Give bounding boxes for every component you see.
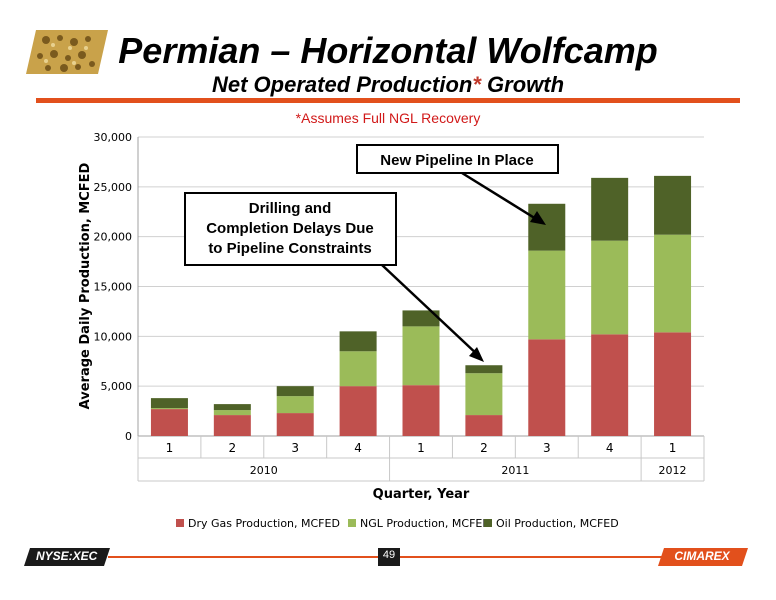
x-tick-label: 2 [480,441,488,455]
legend-swatch [176,519,184,527]
x-tick-label: 1 [417,441,425,455]
y-tick-label: 0 [125,430,132,443]
bar-segment-dry-gas [276,413,314,436]
bar-segment-oil [465,365,503,374]
y-tick-label: 5,000 [101,380,133,393]
annotation-text-delays: to Pipeline Constraints [208,240,371,257]
footer-bar [24,548,748,566]
annotation-arrowhead-pipeline [530,211,546,225]
company-logo-image [26,30,108,74]
y-tick-label: 15,000 [94,281,133,294]
bar-segment-oil [213,404,251,411]
slide-subtitle: Net Operated Production* Growth [0,72,776,98]
bar-segment-dry-gas [213,415,251,436]
x-tick-label: 4 [606,441,614,455]
y-tick-label: 30,000 [94,131,133,144]
year-label: 2012 [659,464,687,477]
legend-label: Dry Gas Production, MCFED [188,517,340,530]
title-divider [36,98,740,103]
bar-segment-oil [528,203,566,251]
bar-segment-dry-gas [465,415,503,436]
bar-segment-oil [339,331,377,352]
subtitle-text: Net Operated Production [211,72,473,97]
bar-segment-ngl [591,240,629,335]
bar-segment-dry-gas [402,385,440,436]
x-tick-label: 3 [543,441,551,455]
legend-label: Oil Production, MCFED [496,517,619,530]
annotation-text-delays: Completion Delays Due [206,220,374,237]
annotation-text-pipeline: New Pipeline In Place [380,152,533,169]
bar-segment-ngl [213,410,251,416]
x-tick-label: 3 [291,441,299,455]
bar-segment-ngl [402,326,440,386]
x-tick-label: 1 [166,441,174,455]
x-tick-label: 2 [229,441,237,455]
footer-brand-logo: CIMAREX [674,549,730,563]
footnote-text: *Assumes Full NGL Recovery [295,110,481,126]
bar-segment-ngl [339,351,377,387]
legend-swatch [348,519,356,527]
x-axis-title: Quarter, Year [373,487,470,502]
bar-segment-ngl [150,408,188,410]
x-tick-label: 1 [669,441,677,455]
slide-title: Permian – Horizontal Wolfcamp [118,30,658,71]
annotation-box-pipeline [356,144,559,174]
x-tick-label: 4 [354,441,362,455]
page-number: 49 [382,549,396,561]
bar-segment-ngl [654,234,692,333]
y-tick-label: 10,000 [94,330,133,343]
y-tick-label: 25,000 [94,181,133,194]
bar-segment-dry-gas [339,386,377,436]
annotation-text-delays: Drilling and [249,200,332,217]
annotation-box-delays [184,192,397,266]
bar-segment-oil [150,398,188,409]
year-label: 2010 [250,464,278,477]
bar-segment-ngl [465,373,503,416]
subtitle-asterisk: * [472,72,481,97]
annotation-arrow-delays [381,264,481,358]
bar-segment-ngl [276,396,314,414]
y-axis-title: Average Daily Production, MCFED [78,162,93,409]
bar-segment-dry-gas [528,339,566,436]
bar-segment-oil [276,386,314,397]
production-chart: 0 5,000 10,000 15,000 20,000 25,000 30,000 1 2 3 4… [78,131,705,530]
annotation-arrowhead-delays [469,347,484,362]
year-label: 2011 [501,464,529,477]
subtitle-tail: Growth [480,72,565,97]
bar-segment-oil [654,175,692,235]
bar-segment-dry-gas [591,334,629,436]
annotation-arrow-pipeline [461,171,542,224]
bar-segment-dry-gas [150,409,188,436]
legend-label: NGL Production, MCFED [360,517,491,530]
y-tick-label: 20,000 [94,231,133,244]
bar-segment-oil [402,310,440,327]
bar-segment-ngl [528,250,566,340]
footer-ticker: NYSE:XEC [36,549,98,563]
bar-segment-dry-gas [654,332,692,436]
bar-segment-oil [591,177,629,241]
legend-swatch [484,519,492,527]
